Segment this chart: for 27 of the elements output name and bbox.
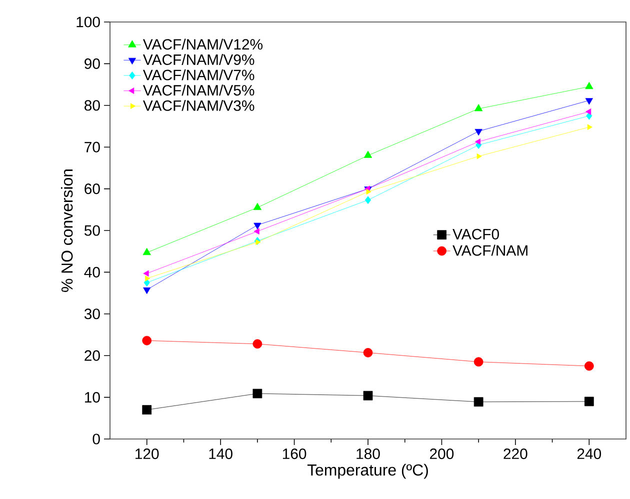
legend-label: VACF0 xyxy=(452,228,499,240)
x-tick-label: 140 xyxy=(209,448,232,460)
y-tick-label: 100 xyxy=(76,16,100,28)
legend-label: VACF/NAM/V5% xyxy=(142,84,254,96)
x-tick-label: 200 xyxy=(430,448,454,460)
legend-label: VACF/NAM/V7% xyxy=(142,69,254,80)
x-tick-label: 180 xyxy=(356,448,380,460)
y-tick-label: 0 xyxy=(92,434,100,444)
y-tick-label: 20 xyxy=(84,350,100,361)
y-tick-label: 80 xyxy=(84,100,100,111)
y-tick-label: 40 xyxy=(84,266,100,278)
x-tick-label: 240 xyxy=(577,448,602,460)
legend-label: VACF/NAM/V3% xyxy=(142,100,254,111)
legend-label: VACF/NAM/V12% xyxy=(142,38,263,50)
legend-label: VACF/NAM xyxy=(452,244,528,256)
legend-label: VACF/NAM/V9% xyxy=(142,54,254,65)
x-tick-label: 120 xyxy=(136,448,159,460)
y-tick-label: 10 xyxy=(85,392,100,403)
y-tick-label: 70 xyxy=(84,142,100,152)
x-tick-label: 220 xyxy=(504,448,528,460)
y-axis-title: % NO conversion xyxy=(61,170,73,292)
x-tick-label: 160 xyxy=(282,448,306,460)
y-tick-label: 90 xyxy=(84,58,100,69)
y-tick-label: 30 xyxy=(84,308,100,320)
y-tick-label: 50 xyxy=(84,225,100,236)
x-axis-title: Temperature (ºC) xyxy=(307,464,428,479)
y-tick-label: 60 xyxy=(84,184,100,194)
